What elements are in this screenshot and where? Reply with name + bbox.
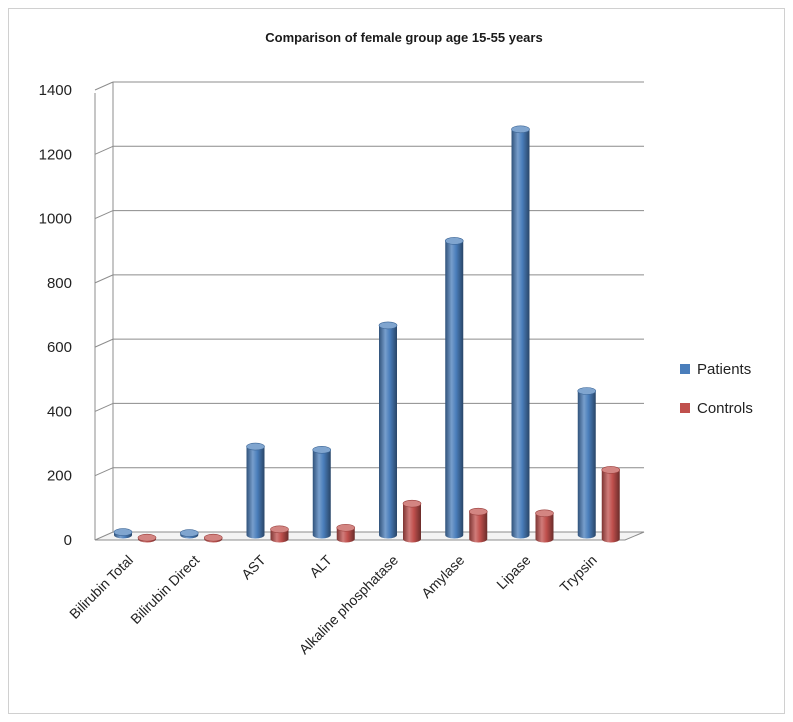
chart-title: Comparison of female group age 15-55 yea… [265,30,542,45]
gridline-side [94,467,114,477]
bar-patients [312,446,332,539]
bar-patients [246,442,265,539]
legend-item-controls: Controls [680,400,753,417]
bar-controls [535,509,554,543]
bar-controls [203,533,223,543]
bar-patients [511,125,530,539]
floor [94,531,645,541]
y-tick-label: 400 [47,403,72,420]
bar-controls [402,499,422,543]
back-wall [113,82,644,532]
x-tick-label: Lipase [493,552,534,593]
bar-patients [444,237,464,539]
x-tick-label: Amylase [418,552,467,601]
gridline-side [94,210,114,220]
bar-controls [137,533,157,543]
gridline-side [94,338,114,348]
bar-controls [270,525,289,543]
gridline-side [94,274,114,284]
bars [113,125,621,543]
y-axis-ticks: 0 200 400 600 800 1000 1200 1400 [39,82,72,549]
gridline-side [94,81,114,91]
legend-item-patients: Patients [680,361,751,378]
x-tick-label: Bilirubin Total [66,552,136,622]
y-tick-label: 0 [64,532,72,549]
legend-swatch [680,403,690,413]
legend-label: Controls [697,400,753,417]
gridlines [94,81,644,477]
x-tick-label: Trypsin [556,552,599,595]
legend-label: Patients [697,361,751,378]
bar-controls [601,466,621,543]
legend-swatch [680,364,690,374]
x-tick-label: Bilirubin Direct [127,552,202,627]
chart-walls [94,82,645,541]
y-tick-label: 800 [47,275,72,292]
y-tick-label: 1200 [39,146,72,163]
bar-patients [577,387,597,539]
bar-patients [179,529,199,539]
gridline-side [94,402,114,412]
x-tick-label: ALT [306,551,335,580]
bar-controls [468,507,488,543]
bar-controls [336,523,356,543]
bar-patients [378,321,398,539]
gridline-side [94,145,114,155]
y-tick-label: 1000 [39,211,72,228]
x-tick-label: AST [238,551,269,582]
y-tick-label: 200 [47,468,72,485]
y-tick-label: 1400 [39,82,72,99]
y-tick-label: 600 [47,339,72,356]
legend: Patients Controls [680,361,753,417]
bar-patients [113,528,133,539]
